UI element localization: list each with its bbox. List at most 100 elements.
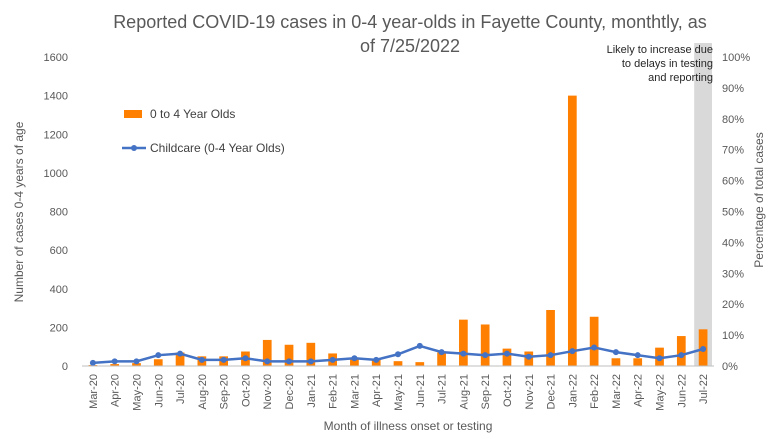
bar-Jul-20 — [175, 352, 185, 366]
x-tick-label: Aug-21 — [458, 374, 470, 409]
y-tick-label: 1200 — [44, 129, 68, 141]
bar-Aug-21 — [459, 319, 468, 366]
x-tick-label: Feb-21 — [328, 374, 340, 409]
x-tick-label: Jul-20 — [175, 374, 187, 404]
y-tick-label: 0 — [62, 361, 68, 373]
x-tick-label: Apr-20 — [110, 374, 122, 407]
legend-label-bars: 0 to 4 Year Olds — [150, 107, 235, 121]
y-axis-label: Number of cases 0-4 years of age — [12, 121, 26, 302]
y2-tick-label: 100% — [722, 52, 750, 64]
line-point-Feb-22 — [591, 344, 598, 351]
line-point-Jan-22 — [569, 348, 576, 355]
line-point-Apr-21 — [373, 356, 380, 363]
line-point-Jul-20 — [177, 350, 184, 357]
bar-Jun-21 — [415, 362, 425, 366]
bar-Feb-22 — [589, 316, 599, 366]
line-point-May-21 — [395, 351, 401, 358]
y-tick-label: 200 — [50, 322, 68, 334]
annotation: Likely to increase due to delays in test… — [607, 44, 713, 84]
y-tick-label: 600 — [50, 245, 68, 257]
line-point-May-22 — [656, 355, 663, 362]
line-point-Feb-21 — [329, 356, 336, 363]
line-point-Sep-21 — [482, 352, 489, 359]
line-point-Jul-22 — [700, 346, 707, 353]
line-point-Jul-21 — [438, 349, 445, 356]
line-point-Dec-21 — [547, 352, 554, 359]
y2-tick-label: 30% — [722, 268, 744, 280]
line-point-May-20 — [133, 358, 140, 365]
x-tick-label: May-22 — [655, 374, 667, 411]
x-tick-label: Jun-22 — [676, 374, 688, 408]
y-tick-label: 400 — [50, 284, 68, 296]
x-tick-label: Jul-21 — [437, 374, 449, 404]
bar-Sep-21 — [480, 324, 490, 366]
line-point-Nov-21 — [525, 353, 532, 360]
y-tick-label: 1000 — [44, 168, 68, 180]
line-point-Apr-22 — [634, 352, 641, 359]
y2-axis-label: Percentage of total cases — [752, 132, 766, 267]
x-tick-label: Mar-22 — [611, 374, 623, 409]
y-tick-label: 1600 — [44, 52, 68, 64]
line-point-Nov-20 — [264, 358, 271, 365]
annotation-line-1: Likely to increase due — [607, 44, 713, 56]
x-tick-label: Sep-20 — [219, 374, 231, 409]
line-point-Jun-21 — [416, 342, 423, 349]
y2-tick-label: 80% — [722, 114, 744, 126]
line-point-Oct-20 — [242, 355, 249, 362]
bar-Jul-21 — [437, 352, 446, 366]
bar-Jun-22 — [676, 336, 686, 366]
bar-Jun-20 — [153, 359, 163, 366]
y-tick-label: 1400 — [44, 91, 68, 103]
bar-Oct-21 — [502, 348, 512, 366]
x-tick-label: Dec-20 — [284, 374, 296, 409]
line-point-Mar-22 — [612, 349, 619, 356]
legend-swatch-bars — [124, 110, 142, 118]
x-tick-label: Jan-22 — [567, 374, 579, 408]
line-point-Aug-21 — [460, 350, 467, 357]
y2-tick-label: 70% — [722, 145, 744, 157]
y-tick-label: 800 — [50, 207, 68, 219]
x-tick-label: Apr-21 — [371, 374, 383, 407]
line-point-Oct-21 — [503, 350, 510, 357]
x-tick-label: Oct-21 — [502, 374, 514, 407]
line-point-Apr-20 — [111, 358, 118, 365]
x-tick-label: May-20 — [131, 374, 143, 411]
x-tick-label: Dec-21 — [546, 374, 558, 409]
bar-Mar-21 — [350, 358, 359, 366]
y2-tick-label: 10% — [722, 330, 744, 342]
y2-tick-label: 60% — [722, 176, 744, 188]
legend: 0 to 4 Year Olds Childcare (0-4 Year Old… — [122, 107, 285, 155]
bar-Mar-22 — [611, 358, 621, 366]
line-point-Aug-20 — [198, 356, 205, 363]
y2-tick-label: 50% — [722, 207, 744, 219]
x-tick-label: Nov-21 — [524, 374, 536, 409]
x-tick-label: Nov-20 — [262, 374, 274, 409]
x-tick-label: Mar-21 — [349, 374, 361, 409]
x-tick-label: Sep-21 — [480, 374, 492, 409]
x-tick-label: Mar-20 — [88, 374, 100, 409]
y2-tick-label: 90% — [722, 83, 744, 95]
y2-tick-label: 40% — [722, 237, 744, 249]
bar-Apr-20 — [110, 364, 120, 366]
x-tick-label: Jun-21 — [415, 374, 427, 408]
line-point-Jun-20 — [155, 352, 162, 359]
line-point-Jan-21 — [307, 358, 314, 365]
line-point-Dec-20 — [286, 358, 293, 365]
x-tick-label: Jun-20 — [153, 374, 165, 408]
bar-Nov-20 — [262, 339, 272, 366]
y2-tick-label: 0% — [722, 361, 738, 373]
x-tick-label: Feb-22 — [589, 374, 601, 409]
bar-Jan-22 — [567, 95, 577, 366]
line-point-Jun-22 — [678, 352, 685, 359]
legend-label-line: Childcare (0-4 Year Olds) — [150, 141, 285, 155]
x-axis-label: Month of illness onset or testing — [324, 419, 493, 433]
x-tick-label: Aug-20 — [197, 374, 209, 409]
x-tick-label: Jan-21 — [306, 374, 318, 408]
line-point-Mar-21 — [351, 355, 358, 362]
annotation-line-3: and reporting — [648, 72, 713, 84]
x-tick-label: Oct-20 — [240, 374, 252, 407]
x-tick-label: Apr-22 — [633, 374, 645, 407]
chart-title-line-1: Reported COVID-19 cases in 0-4 year-olds… — [113, 12, 707, 32]
